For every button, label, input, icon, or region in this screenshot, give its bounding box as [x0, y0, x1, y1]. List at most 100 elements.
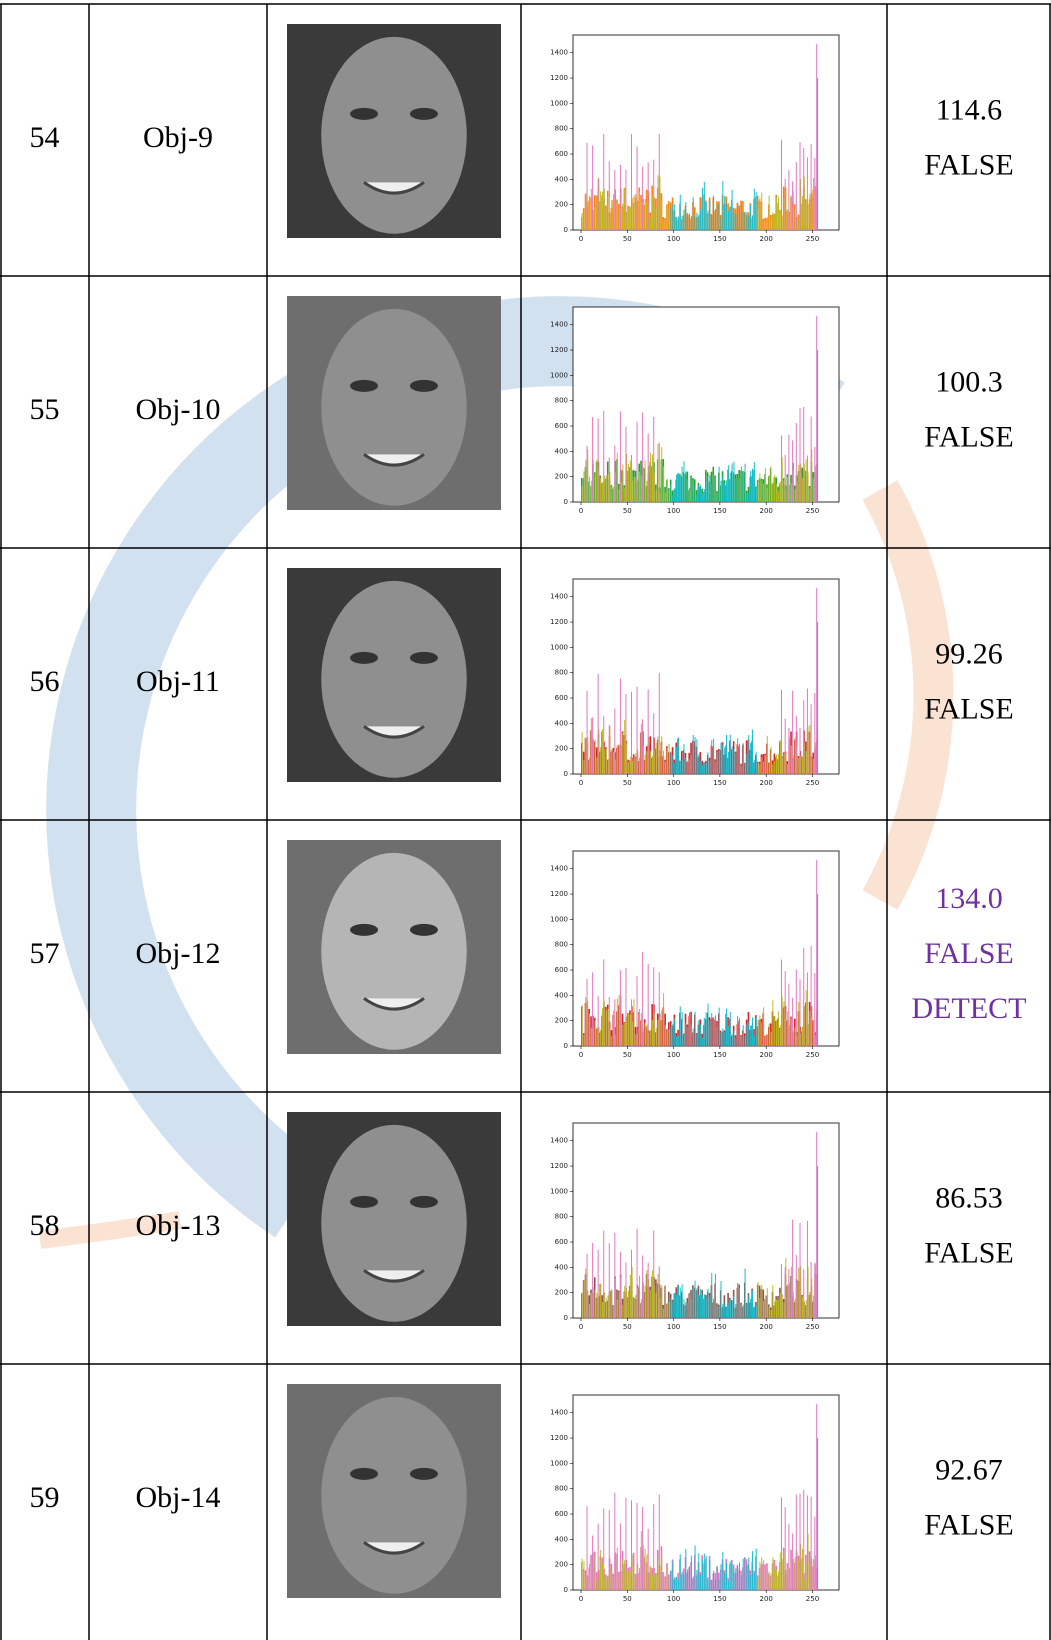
y-tick-label: 400	[555, 1263, 568, 1271]
bar	[805, 751, 807, 774]
bar	[689, 1292, 691, 1318]
x-tick-label: 150	[713, 507, 726, 515]
bar	[781, 218, 783, 230]
y-tick-label: 1400	[550, 49, 568, 57]
y-tick-label: 0	[564, 1586, 568, 1594]
bar	[807, 471, 809, 502]
bar	[783, 198, 785, 230]
bar	[748, 492, 750, 502]
bar	[585, 1577, 587, 1590]
bar	[603, 1000, 605, 1046]
bar	[794, 1027, 796, 1046]
spike	[625, 1497, 627, 1590]
bar	[803, 1005, 805, 1046]
x-tick-label: 50	[623, 507, 632, 515]
bar	[635, 1034, 637, 1046]
mouth	[363, 1269, 425, 1283]
y-tick-label: 1200	[550, 346, 568, 354]
bar	[744, 211, 746, 230]
spike	[631, 455, 632, 502]
bar	[776, 1569, 778, 1590]
bar	[705, 1555, 707, 1590]
bar	[744, 762, 746, 774]
bar	[731, 746, 733, 774]
bar	[659, 176, 661, 230]
bar	[746, 1024, 748, 1046]
bar	[650, 218, 652, 230]
bar	[781, 1296, 783, 1318]
bar	[790, 1561, 792, 1590]
bar	[761, 1557, 763, 1590]
bar	[646, 480, 648, 502]
y-tick-label: 200	[555, 745, 568, 753]
bar	[664, 1285, 666, 1318]
spike	[658, 672, 660, 774]
bar	[750, 1298, 752, 1318]
bar	[724, 1572, 726, 1590]
spike	[799, 1222, 801, 1318]
bar	[700, 760, 702, 774]
bar	[587, 736, 589, 774]
bar	[753, 461, 755, 502]
bar	[622, 203, 624, 230]
bar	[764, 467, 766, 502]
bar	[629, 206, 631, 230]
bar	[703, 1017, 705, 1046]
bar	[763, 1300, 765, 1318]
spike	[608, 457, 610, 502]
bar	[735, 1037, 737, 1046]
spike	[792, 440, 794, 502]
bar	[798, 464, 800, 502]
bar	[670, 1570, 672, 1590]
bar	[766, 222, 768, 230]
bar	[605, 748, 607, 774]
bar	[751, 1017, 753, 1046]
bar	[592, 459, 594, 502]
bar	[774, 214, 776, 230]
bar	[724, 747, 726, 774]
bar	[611, 1289, 613, 1318]
bar	[770, 466, 772, 502]
bar	[748, 1295, 750, 1318]
bar	[653, 749, 655, 774]
bar	[690, 1024, 692, 1046]
bar	[733, 1571, 735, 1590]
y-tick-label: 1000	[550, 99, 568, 107]
bar	[587, 1290, 589, 1318]
bar	[761, 1022, 763, 1046]
bar	[713, 195, 715, 230]
bar	[737, 738, 739, 774]
mouth	[363, 997, 425, 1011]
bar	[701, 493, 703, 502]
bar	[698, 754, 700, 774]
bar	[809, 488, 811, 502]
y-tick-label: 1000	[550, 1187, 568, 1195]
bar	[603, 475, 605, 502]
y-tick-label: 1200	[550, 1434, 568, 1442]
bar	[750, 1574, 752, 1590]
bar	[772, 1285, 774, 1318]
bar	[655, 489, 657, 502]
bar	[592, 1287, 594, 1318]
bar	[759, 473, 761, 502]
bar	[674, 488, 676, 502]
x-tick-label: 250	[806, 1051, 819, 1059]
bar	[742, 211, 744, 230]
spike	[631, 134, 632, 230]
face	[321, 580, 467, 778]
spike	[625, 967, 627, 1046]
spike	[586, 1506, 588, 1590]
bar	[633, 999, 635, 1046]
bar	[814, 1555, 816, 1590]
spike	[614, 708, 616, 774]
bar	[744, 1036, 746, 1046]
bar	[731, 1563, 733, 1590]
bar	[637, 1288, 639, 1318]
bar	[605, 1579, 607, 1590]
bar	[809, 1292, 811, 1318]
bar	[664, 1025, 666, 1046]
bar	[776, 1020, 778, 1046]
bar	[774, 761, 776, 774]
bar	[703, 762, 705, 774]
x-tick-label: 100	[667, 1323, 680, 1331]
